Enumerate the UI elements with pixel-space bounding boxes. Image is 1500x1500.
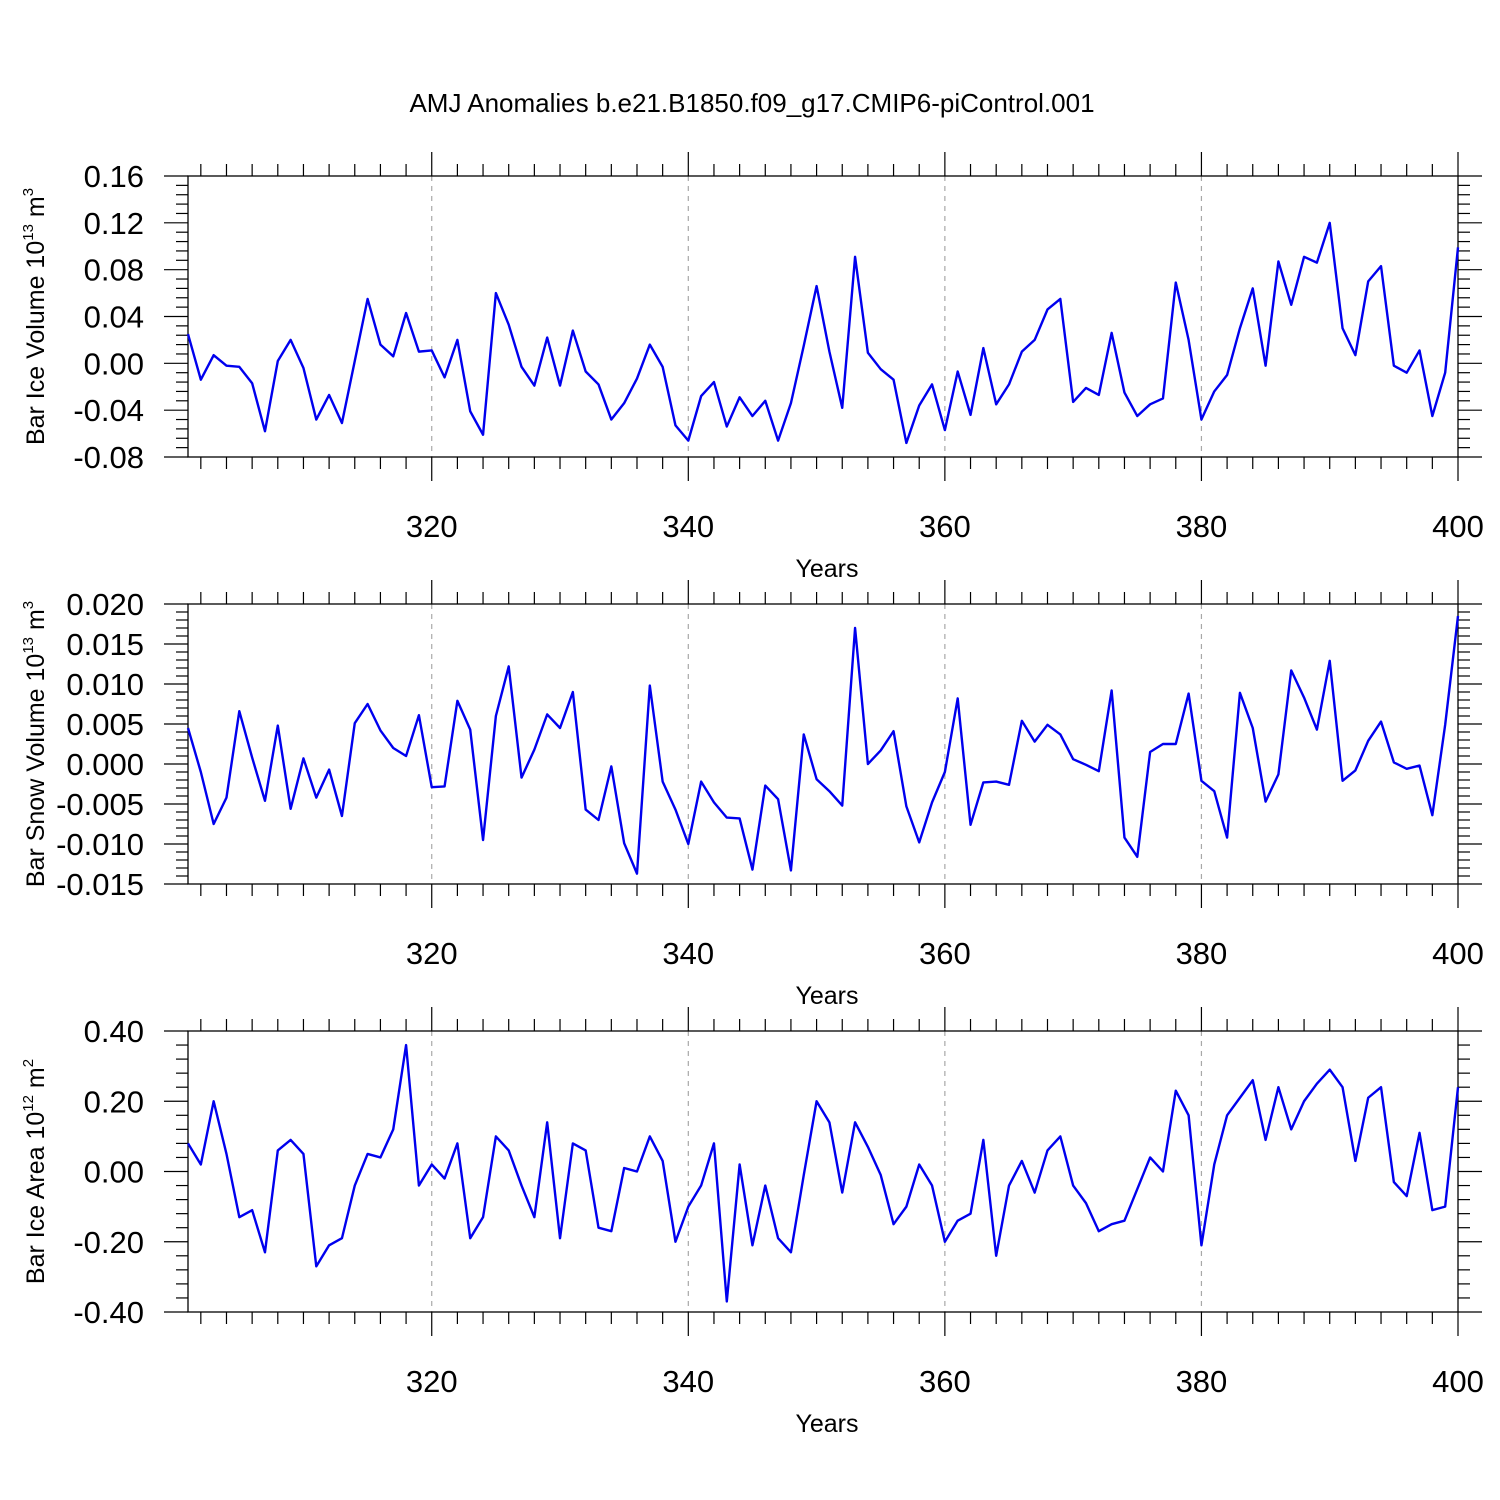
series-line bbox=[186, 615, 1460, 875]
x-tick-label: 360 bbox=[919, 1364, 971, 1399]
y-tick-label: -0.20 bbox=[73, 1225, 144, 1260]
y-tick-label: 0.015 bbox=[66, 627, 144, 662]
panels: 320 340 360 380 400 -0.08 -0.04 0.00 0.04 0.08 0.1… bbox=[20, 152, 1484, 1438]
y-axis-label: Bar Snow Volume 1013 m3 bbox=[20, 601, 50, 887]
y-axis-label-unit-exponent: 3 bbox=[20, 188, 37, 196]
x-axis-label: Years bbox=[795, 555, 858, 583]
plot-frame bbox=[187, 1030, 1459, 1313]
y-tick-label: 0.010 bbox=[66, 667, 144, 702]
y-axis-label-base: Bar Ice Volume 10 bbox=[22, 241, 50, 445]
y-tick-label: 0.020 bbox=[66, 587, 144, 622]
x-tick-label: 380 bbox=[1176, 509, 1228, 544]
x-tick-label: 340 bbox=[662, 509, 714, 544]
chart-panel-2: 320 340 360 380 400 -0.015 -0.010 -0.005 0.000 0.… bbox=[20, 580, 1484, 1010]
y-tick-label: 0.005 bbox=[66, 707, 144, 742]
y-tick-label: 0.20 bbox=[84, 1084, 144, 1119]
y-tick-label: 0.00 bbox=[84, 346, 144, 381]
x-tick-label: 400 bbox=[1432, 1364, 1484, 1399]
chart-panel-3: 320 340 360 380 400 -0.40 -0.20 0.00 0.20 0.40 Yea… bbox=[20, 1007, 1484, 1438]
chart-panel-1: 320 340 360 380 400 -0.08 -0.04 0.00 0.04 0.08 0.1… bbox=[20, 152, 1484, 583]
series-line bbox=[186, 221, 1460, 445]
plot-frame bbox=[187, 603, 1459, 885]
y-axis-label-base: Bar Snow Volume 10 bbox=[22, 654, 50, 887]
y-tick-label: 0.08 bbox=[84, 253, 144, 288]
y-tick-label: 0.000 bbox=[66, 747, 144, 782]
y-axis-label: Bar Ice Volume 1013 m3 bbox=[20, 188, 50, 445]
y-axis-label-unit: m bbox=[22, 609, 50, 637]
x-tick-label: 360 bbox=[919, 936, 971, 971]
y-axis-label-unit-exponent: 3 bbox=[20, 601, 37, 609]
x-tick-label: 380 bbox=[1176, 936, 1228, 971]
y-tick-label: 0.16 bbox=[84, 159, 144, 194]
y-tick-label: -0.08 bbox=[73, 440, 144, 475]
y-axis-label-exponent: 13 bbox=[20, 637, 37, 654]
x-axis-label: Years bbox=[795, 1410, 858, 1438]
y-axis-label-exponent: 13 bbox=[20, 224, 37, 241]
x-tick-label: 380 bbox=[1176, 1364, 1228, 1399]
x-tick-label: 400 bbox=[1432, 936, 1484, 971]
y-tick-label: 0.04 bbox=[84, 300, 144, 335]
x-tick-label: 320 bbox=[406, 1364, 458, 1399]
x-tick-label: 320 bbox=[406, 509, 458, 544]
y-axis-label-unit: m bbox=[22, 1067, 50, 1095]
y-axis-label-unit-exponent: 2 bbox=[20, 1059, 37, 1067]
chart-title: AMJ Anomalies b.e21.B1850.f09_g17.CMIP6-… bbox=[409, 88, 1094, 118]
y-tick-label: 0.40 bbox=[84, 1014, 144, 1049]
y-tick-label: -0.010 bbox=[56, 827, 144, 862]
y-tick-label: -0.40 bbox=[73, 1295, 144, 1330]
x-axis-label: Years bbox=[795, 982, 858, 1010]
y-axis-label-unit: m bbox=[22, 196, 50, 224]
y-tick-label: 0.12 bbox=[84, 206, 144, 241]
series-line bbox=[186, 1043, 1460, 1303]
y-tick-label: 0.00 bbox=[84, 1155, 144, 1190]
y-axis-label-exponent: 12 bbox=[20, 1095, 37, 1112]
y-axis-label-base: Bar Ice Area 10 bbox=[22, 1112, 50, 1284]
y-tick-label: -0.005 bbox=[56, 787, 144, 822]
y-tick-label: -0.04 bbox=[73, 393, 144, 428]
y-axis-label: Bar Ice Area 1012 m2 bbox=[20, 1059, 50, 1284]
x-tick-label: 360 bbox=[919, 509, 971, 544]
x-tick-label: 340 bbox=[662, 936, 714, 971]
y-tick-label: -0.015 bbox=[56, 867, 144, 902]
x-tick-label: 320 bbox=[406, 936, 458, 971]
x-tick-label: 340 bbox=[662, 1364, 714, 1399]
x-tick-label: 400 bbox=[1432, 509, 1484, 544]
